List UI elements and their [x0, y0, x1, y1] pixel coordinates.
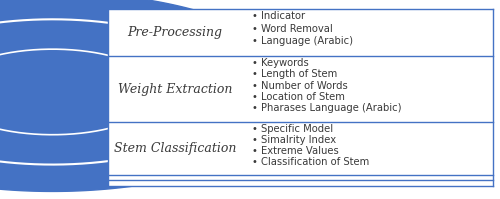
Text: • Length of Stem: • Length of Stem [252, 69, 337, 79]
Text: Pre-Processing: Pre-Processing [128, 26, 222, 39]
Text: • Specific Model: • Specific Model [252, 124, 332, 134]
FancyBboxPatch shape [108, 9, 492, 186]
Text: • Simalrity Index: • Simalrity Index [252, 135, 336, 145]
Text: • Number of Words: • Number of Words [252, 81, 347, 91]
Text: • Indicator: • Indicator [252, 11, 304, 21]
Text: Weight Extraction: Weight Extraction [118, 83, 232, 96]
Text: • Language (Arabic): • Language (Arabic) [252, 36, 352, 46]
Text: • Extreme Values: • Extreme Values [252, 146, 338, 156]
Text: Stem Classification: Stem Classification [114, 142, 236, 155]
Text: • Keywords: • Keywords [252, 58, 308, 68]
Text: • Pharases Language (Arabic): • Pharases Language (Arabic) [252, 103, 401, 113]
Text: • Classification of Stem: • Classification of Stem [252, 157, 369, 167]
Text: • Word Removal: • Word Removal [252, 24, 332, 34]
Polygon shape [0, 0, 302, 191]
Text: • Location of Stem: • Location of Stem [252, 92, 344, 102]
